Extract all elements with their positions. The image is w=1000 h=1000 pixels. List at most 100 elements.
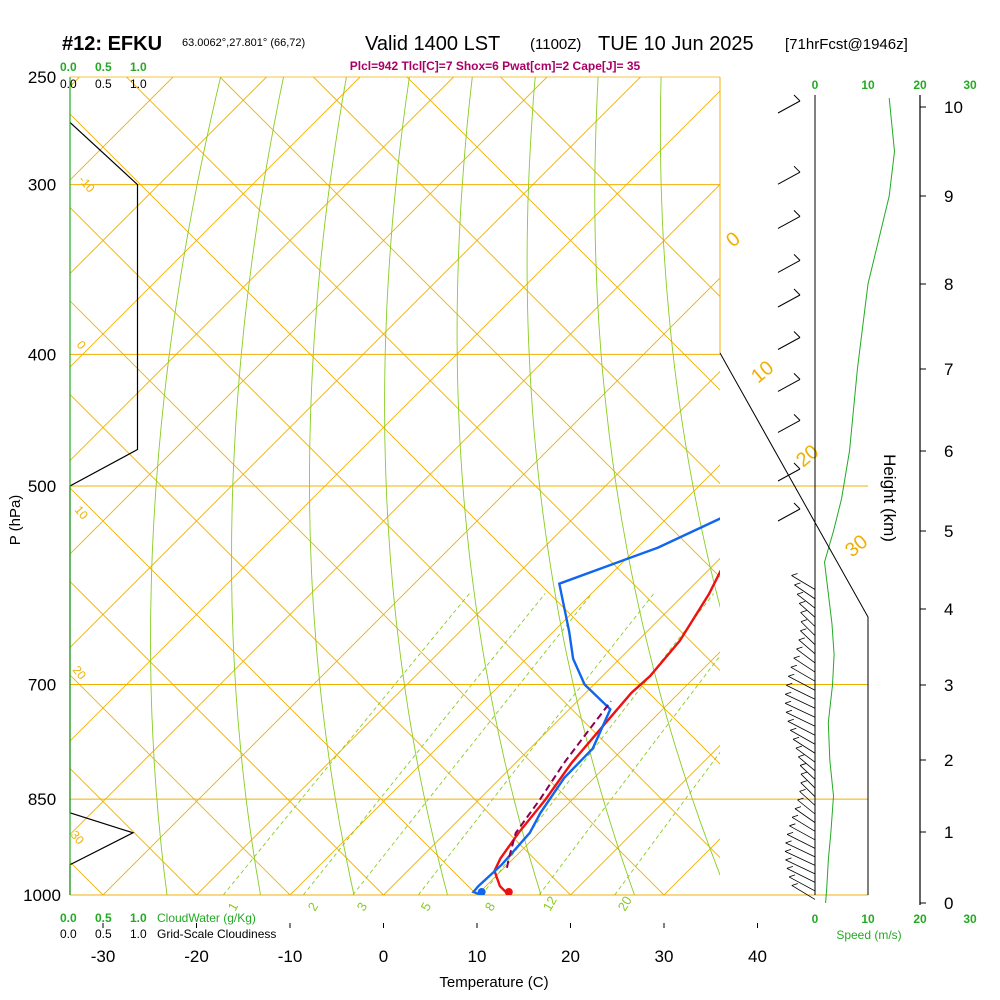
wind-barb [799,791,816,806]
wind-barb-flag [785,857,792,861]
cloudwater-scale-1: 0.5 [95,60,112,74]
pressure-tick-label: 700 [28,676,56,695]
pressure-tick-label: 850 [28,790,56,809]
wind-barb [799,765,816,780]
wind-barb [800,612,816,627]
wind-scale-top-0: 0 [812,78,819,92]
wind-barb-flag [800,628,807,632]
wind-barb-flag [794,582,801,586]
surface-dewpoint-point [477,888,486,895]
dewpoint-line [471,517,720,895]
wind-barb [800,782,816,798]
speed-axis-title: Speed (m/s) [836,928,901,942]
height-axis-title: Height (km) [880,454,899,542]
temperature-tick-label: -20 [184,947,209,966]
wind-barb-shaft [777,508,801,522]
isotherm-line [0,77,10,895]
isotherm-line [476,651,720,895]
isotherm-label-left: -10 [76,173,98,196]
wind-barb [777,210,801,229]
isotherm-line [851,77,1000,895]
height-tick-label: 6 [944,442,953,461]
wind-scale-top-20: 20 [913,78,927,92]
dry-adiabat-lines [150,77,1000,895]
mixing-ratio-line [302,593,546,895]
cloudwater-scale-0: 0.0 [60,60,77,74]
dry-adiabat-line [384,77,448,895]
wind-barb [787,720,816,736]
mixing-ratio-line [481,593,715,895]
wind-barb [800,773,816,789]
wind-barb-flag [786,831,794,835]
cloudiness-scale-1: 0.5 [95,77,112,91]
mixing-ratio-line [538,655,720,895]
wind-barb-flag [791,814,799,818]
wind-barb [784,702,816,718]
forecast-hour: [71hrFcst@1946z] [785,36,908,53]
wind-barb-shaft [777,468,801,482]
pressure-tick-label: 500 [28,477,56,496]
wind-barb [788,675,816,691]
wind-barb-flag [788,673,795,677]
wind-barb-flag [800,780,807,784]
wind-barb-flag [791,883,798,886]
wind-barb [786,684,816,700]
wind-barb [796,648,816,664]
height-tick-label: 4 [944,600,953,619]
wind-barb [790,729,816,745]
dry-adiabat-line [850,77,1000,895]
wind-scale-bottom-30: 30 [963,912,977,926]
wind-scale-top-10: 10 [861,78,875,92]
wind-barb [794,584,816,600]
pressure-tick-label: 300 [28,176,56,195]
height-tick-label: 3 [944,676,953,695]
height-tick-label: 2 [944,751,953,770]
wind-barb-flag [785,691,792,695]
cloudwater-label: CloudWater (g/Kg) [157,911,256,925]
parcel-params: Plcl=942 Tlcl[C]=7 Shox=6 Pwat[cm]=2 Cap… [350,59,641,73]
wind-barb-flag [793,94,801,102]
temperature-tick-label: -10 [278,947,303,966]
wind-barb-flag [790,664,797,668]
wind-barb [785,842,816,858]
wind-barb-shaft [777,419,801,433]
height-tick-label: 0 [944,894,953,913]
wind-barb-flag [792,736,800,740]
isotherm-label-left: 30 [68,828,88,847]
wind-barb-shaft [777,378,801,392]
wind-scale-top-30: 30 [963,78,977,92]
wind-barb-shaft [777,100,801,114]
parcel-line [506,700,612,868]
isotherm-line [70,77,454,462]
wind-barb [795,747,816,763]
temperature-tick-label: 30 [655,947,674,966]
isotherm-label: 20 [792,441,823,472]
wind-panel [777,94,896,904]
wind-barb [791,816,816,832]
isotherm-line [70,487,478,895]
isotherm-label: 30 [841,531,872,562]
isotherm-line [70,77,267,275]
wind-barb [786,833,816,849]
wind-barb-flag [787,718,794,722]
wind-barb-flag [793,288,801,296]
station-title: #12: EFKU [62,33,162,55]
wind-barb-flag [796,646,803,650]
wind-barb [790,666,816,682]
wind-barb [798,603,816,618]
wind-barb-flag [793,502,801,510]
wind-barb-flag [788,874,796,878]
wind-scale-bottom-0: 0 [812,912,819,926]
wind-barb-flag [789,823,796,827]
wind-barb-flag [785,840,792,844]
pressure-tick-label: 250 [28,68,56,87]
wind-barb [777,288,801,308]
dry-adiabat-line [913,77,1000,895]
mixing-ratio-line [614,751,720,895]
wind-barb [798,756,816,772]
wind-barb [777,331,801,350]
temperature-tick-label: 20 [561,947,580,966]
isotherm-line [313,77,720,485]
